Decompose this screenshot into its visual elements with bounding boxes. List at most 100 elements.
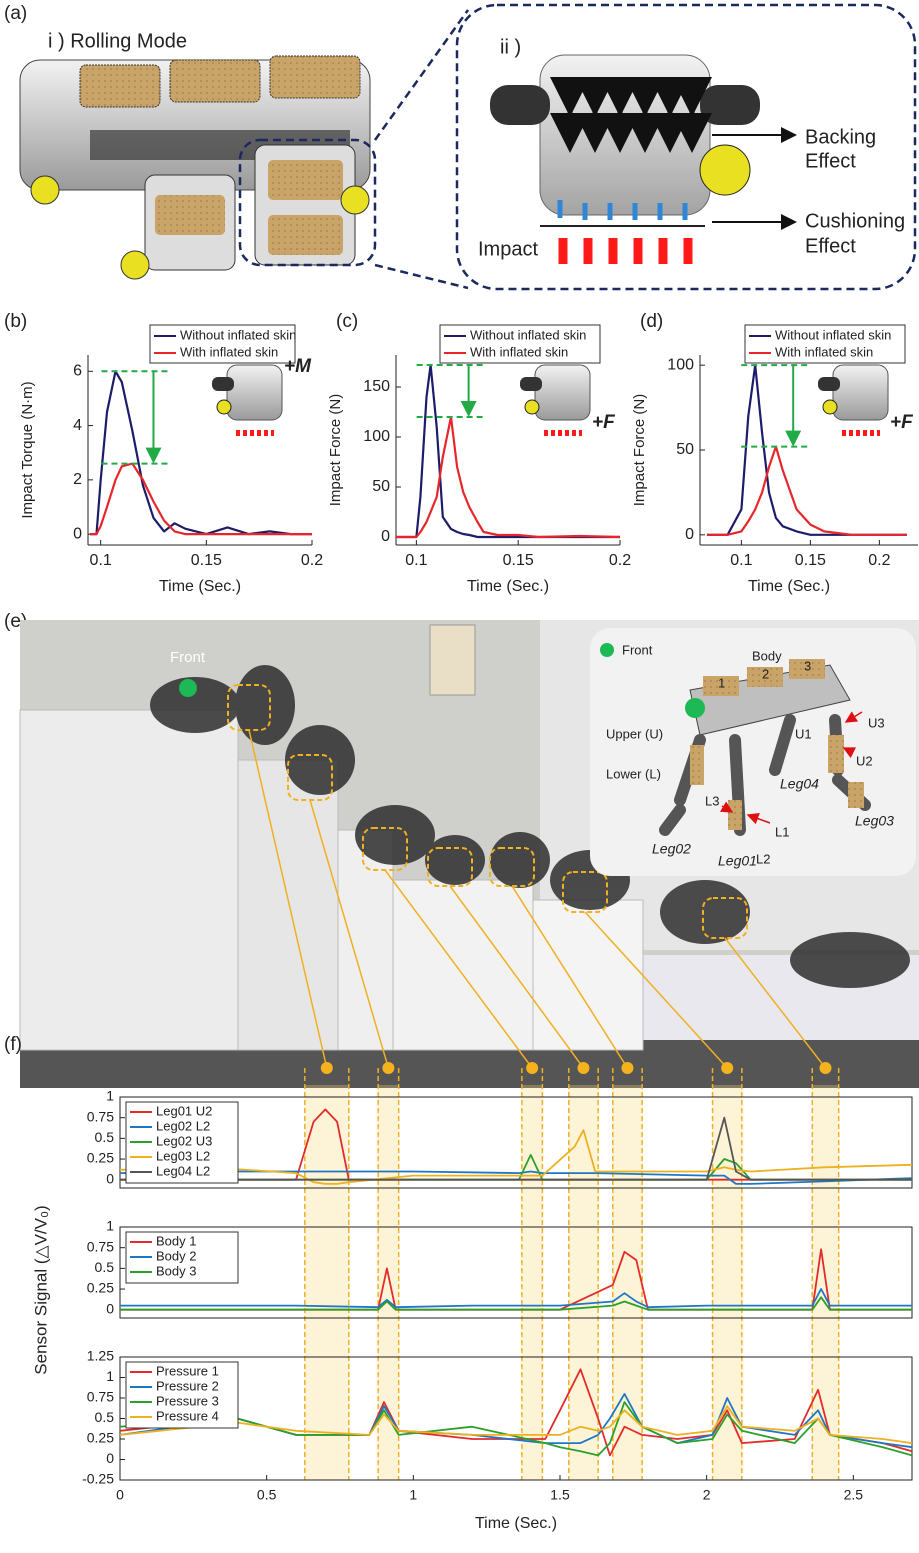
- highlight-band: [378, 1085, 399, 1480]
- x-tick-label: 0.2: [609, 552, 631, 569]
- y-tick-label: 50: [372, 478, 390, 495]
- mode-title: i ) Rolling Mode: [48, 30, 187, 52]
- x-tick-label: 0.2: [868, 552, 890, 569]
- data-line: [120, 1130, 912, 1184]
- figure: (a) i ) Rolling Mode ii ) Impact Backing…: [0, 0, 919, 1553]
- y-tick-label: 150: [363, 378, 390, 395]
- panel-label: (c): [336, 311, 358, 332]
- pad: [268, 215, 343, 255]
- inset-foot: [823, 400, 837, 414]
- plot-frame: [120, 1227, 912, 1318]
- x-tick-label: 0.2: [301, 552, 323, 569]
- impact-arrows: [563, 238, 688, 264]
- inset: [590, 628, 916, 876]
- sensor-label: L1: [775, 824, 789, 839]
- inset-annotation: +M: [284, 356, 312, 377]
- x-tick-label: 0.1: [90, 552, 112, 569]
- y-tick-label: 0.25: [87, 1150, 114, 1166]
- y-tick-label: 2: [73, 471, 82, 488]
- sensor-label: L2: [756, 851, 770, 866]
- legend-label: With inflated skin: [775, 344, 873, 359]
- pad: [155, 195, 225, 235]
- inset-module: [535, 365, 590, 420]
- y-axis-label: Impact Torque (N·m): [19, 381, 36, 518]
- panel-label: (a): [4, 3, 27, 24]
- y-axis-label: Sensor Signal (△V/V₀): [31, 1205, 50, 1374]
- cushioning-label: Effect: [805, 235, 856, 257]
- x-tick-label: 0.1: [730, 552, 752, 569]
- legend-label: Body 3: [156, 1263, 196, 1278]
- y-tick-label: 1: [106, 1368, 114, 1384]
- detail-title: ii ): [500, 36, 521, 58]
- highlight-band: [522, 1085, 543, 1480]
- y-tick-label: 0.5: [95, 1259, 115, 1275]
- event-dot: [321, 1062, 333, 1074]
- legend-label: Leg01 U2: [156, 1103, 212, 1118]
- panel-a: (a) i ) Rolling Mode ii ) Impact Backing…: [4, 3, 915, 289]
- inset-module: [227, 365, 282, 420]
- sensor-label: L3: [705, 793, 719, 808]
- front-marker: [179, 679, 197, 697]
- backing-label: Effect: [805, 150, 856, 172]
- y-tick-label: 100: [667, 356, 694, 373]
- y-tick-label: 0: [106, 1300, 114, 1316]
- legend-label: Without inflated skin: [180, 327, 296, 342]
- box: [430, 625, 475, 695]
- x-axis-label: Time (Sec.): [159, 578, 241, 595]
- x-tick-label: 2: [703, 1487, 711, 1503]
- y-tick-label: 0: [106, 1170, 114, 1186]
- backing-label: Backing: [805, 126, 876, 148]
- module: [540, 55, 710, 215]
- inset-label: 1: [718, 675, 725, 690]
- cushioning-label: Cushioning: [805, 210, 905, 232]
- y-tick-label: 1.25: [87, 1348, 114, 1364]
- front-marker: [600, 643, 614, 657]
- y-tick-label: 0.75: [87, 1238, 114, 1254]
- y-tick-label: 6: [73, 363, 82, 380]
- stair: [238, 760, 338, 1050]
- foot: [31, 176, 59, 204]
- panel-label: (f): [4, 1034, 22, 1055]
- x-tick-label: 2.5: [844, 1487, 864, 1503]
- y-axis-label: Impact Force (N): [631, 394, 648, 507]
- x-tick-label: 1.5: [550, 1487, 570, 1503]
- inset-annotation: +F: [592, 412, 616, 433]
- stair: [393, 880, 533, 1050]
- inset-label: Leg04: [780, 776, 819, 792]
- x-tick-label: 0: [116, 1487, 124, 1503]
- legend-label: Body 1: [156, 1233, 196, 1248]
- inset-label: Upper (U): [606, 726, 663, 741]
- panel-e: (e) Front Front Body 1 2 3 Upper (U) Low…: [4, 611, 919, 1088]
- x-axis-label: Time (Sec.): [475, 1515, 557, 1532]
- inset-foot: [217, 400, 231, 414]
- legend-label: Pressure 2: [156, 1378, 219, 1393]
- pad: [270, 56, 360, 98]
- x-axis-label: Time (Sec.): [467, 578, 549, 595]
- y-axis-label: Impact Force (N): [327, 394, 344, 507]
- inset-label: 2: [762, 666, 769, 681]
- y-tick-label: 0.25: [87, 1280, 114, 1296]
- data-line: [396, 417, 620, 537]
- event-dot: [382, 1062, 394, 1074]
- legend-label: With inflated skin: [180, 344, 278, 359]
- y-tick-label: 1: [106, 1088, 114, 1104]
- event-dot: [526, 1062, 538, 1074]
- pad: [80, 65, 160, 107]
- pad: [170, 60, 260, 102]
- y-tick-label: 100: [363, 428, 390, 445]
- x-axis-label: Time (Sec.): [748, 578, 830, 595]
- pad: [268, 160, 343, 200]
- y-tick-label: 0.25: [87, 1430, 114, 1446]
- legend-label: Leg04 L2: [156, 1163, 210, 1178]
- impact-label: Impact: [478, 238, 538, 260]
- event-dot: [721, 1062, 733, 1074]
- panel-label: (d): [640, 311, 663, 332]
- data-line: [120, 1249, 912, 1309]
- y-tick-label: 0.5: [95, 1409, 115, 1425]
- sensor-label: U1: [795, 726, 812, 741]
- plot-frame: [120, 1097, 912, 1188]
- inset-label: 3: [804, 658, 811, 673]
- data-line: [120, 1172, 912, 1184]
- y-tick-label: 0: [685, 526, 694, 543]
- inset-joint: [818, 377, 840, 391]
